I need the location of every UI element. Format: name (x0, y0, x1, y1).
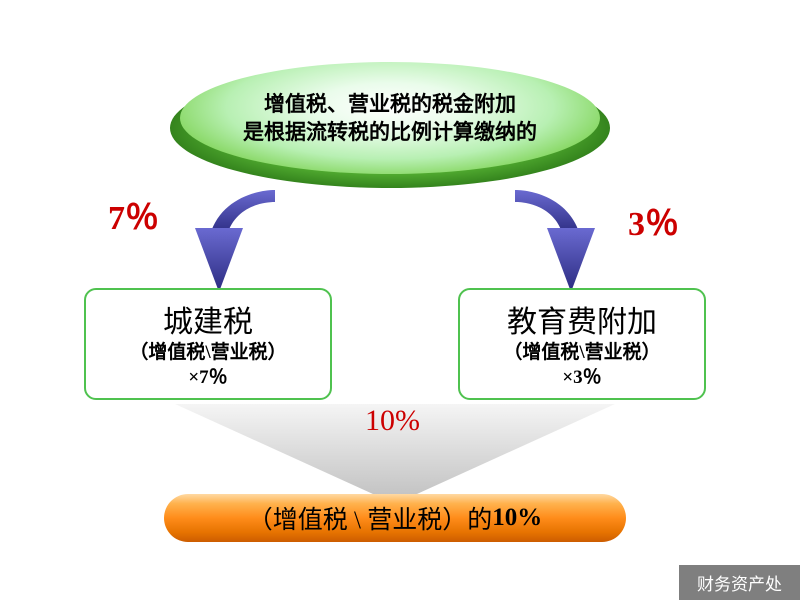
top-ellipse: 增值税、营业税的税金附加 是根据流转税的比例计算缴纳的 (170, 68, 610, 188)
top-line2: 是根据流转税的比例计算缴纳的 (243, 118, 537, 146)
top-line1: 增值税、营业税的税金附加 (264, 90, 516, 118)
percent-3: 3％ (628, 196, 679, 245)
ellipse-face: 增值税、营业税的税金附加 是根据流转税的比例计算缴纳的 (180, 62, 600, 174)
box-right-sub2: ×3％ (562, 366, 601, 391)
arrow-left (165, 180, 305, 300)
box-edu-surcharge: 教育费附加 （增值税\营业税） ×3％ (458, 288, 706, 400)
result-bold: 10% (492, 504, 542, 532)
box-city-tax: 城建税 （增值税\营业税） ×7％ (84, 288, 332, 400)
footer-label: 财务资产处 (679, 565, 800, 600)
box-right-sub1: （增值税\营业税） (503, 341, 660, 366)
arrow-right (485, 180, 625, 300)
box-left-title: 城建税 (163, 297, 253, 341)
result-prefix: （增值税 \ 营业税）的 (248, 500, 492, 536)
box-left-sub1: （增值税\营业税） (129, 341, 286, 366)
box-right-title: 教育费附加 (507, 297, 657, 341)
percent-7: 7％ (108, 190, 159, 239)
result-bar: （增值税 \ 营业税）的 10% (164, 494, 626, 542)
percent-10: 10% (365, 404, 420, 438)
box-left-sub2: ×7％ (188, 366, 227, 391)
